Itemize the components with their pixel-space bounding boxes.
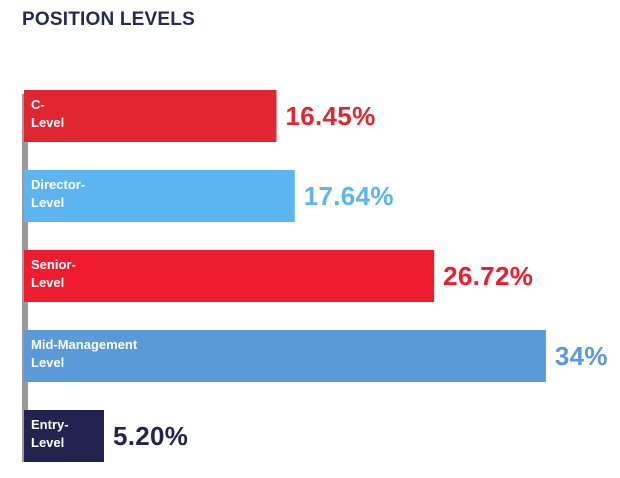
bar-2	[24, 250, 435, 302]
bar-0-value-label: 16.45%	[286, 101, 376, 131]
bar-1-category-label-line-0: Director-	[31, 177, 85, 192]
bar-3	[24, 330, 546, 382]
bar-1-value-label: 17.64%	[304, 181, 394, 211]
bar-4	[24, 410, 104, 462]
bar-0-category-label-line-0: C-	[31, 97, 45, 112]
bar-1	[24, 170, 295, 222]
bar-0-category-label-line-1: Level	[31, 115, 64, 130]
bar-4-value-label: 5.20%	[113, 421, 188, 451]
bar-3-category-label-line-1: Level	[31, 355, 64, 370]
bar-series: C- Level 16.45% Director- Level 17.64% Senior-…	[24, 90, 608, 462]
bar-4-category-label-line-0: Entry-	[31, 417, 69, 432]
bar-3-category-label-line-0: Mid-Management	[31, 337, 138, 352]
bar-0	[24, 90, 277, 142]
chart-title: POSITION LEVELS	[22, 9, 195, 30]
bar-2-category-label-line-1: Level	[31, 275, 64, 290]
bar-4-category-label-line-1: Level	[31, 435, 64, 450]
bar-2-value-label: 26.72%	[443, 261, 533, 291]
bar-1-category-label-line-1: Level	[31, 195, 64, 210]
bar-3-value-label: 34%	[555, 341, 608, 371]
bar-2-category-label-line-0: Senior-	[31, 257, 76, 272]
